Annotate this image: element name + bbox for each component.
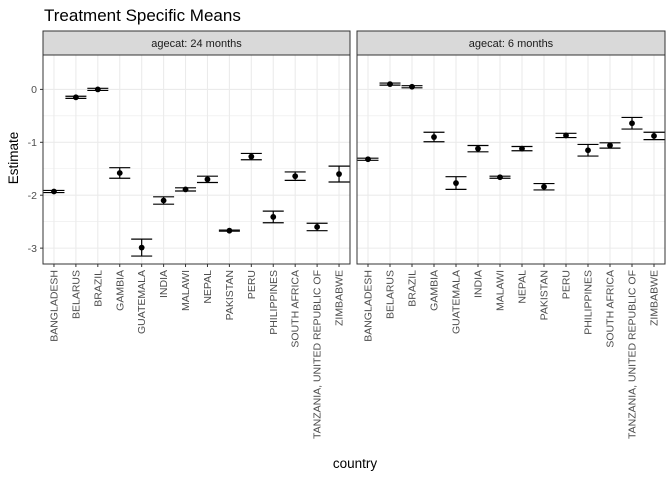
x-tick-label: INDIA <box>473 270 485 298</box>
data-point <box>519 145 525 152</box>
data-point <box>51 188 57 195</box>
facet-panels: agecat: 24 months BANGLADESH BELARUS BRAZIL… <box>42 30 666 439</box>
x-tick-label: BANGLADESH <box>48 270 60 342</box>
data-point <box>409 83 415 90</box>
data-point <box>585 147 591 154</box>
x-tick-label: GUATEMALA <box>136 270 148 334</box>
x-tick-label: PERU <box>561 270 573 299</box>
panel-background <box>43 55 350 264</box>
x-tick-label: BRAZIL <box>407 270 419 307</box>
x-tick-label: NEPAL <box>202 270 214 304</box>
x-tick-label: TANZANIA, UNITED REPUBLIC OF <box>627 270 639 439</box>
y-axis: 0 -1 -2 -3 <box>28 84 43 255</box>
x-tick-label: MALAWI <box>180 270 192 311</box>
x-tick-label: NEPAL <box>517 270 529 304</box>
data-point <box>138 244 145 251</box>
data-point <box>226 227 233 234</box>
data-point <box>541 183 547 190</box>
facet-panel-1: agecat: 24 months BANGLADESH BELARUS BRAZIL… <box>42 30 351 439</box>
x-axis-title: country <box>333 456 378 471</box>
data-point <box>497 174 503 181</box>
y-axis-title: Estimate <box>6 132 21 185</box>
x-tick-label: GAMBIA <box>429 270 441 311</box>
x-tick-label: BRAZIL <box>92 270 104 307</box>
x-tick-label: ZIMBABWE <box>334 270 346 326</box>
facet-strip-label: agecat: 6 months <box>469 38 554 50</box>
panel-border <box>356 54 666 265</box>
x-tick-label: MALAWI <box>495 270 507 311</box>
data-point <box>475 145 481 152</box>
data-point <box>270 214 277 220</box>
x-tick-label: SOUTH AFRICA <box>605 270 617 348</box>
data-point <box>72 94 79 101</box>
facet-strip <box>356 30 666 56</box>
y-tick-label: 0 <box>31 84 37 96</box>
x-tick-label: BELARUS <box>70 270 82 319</box>
y-tick-label: -3 <box>28 243 37 255</box>
data-point <box>160 197 167 204</box>
x-tick-label: SOUTH AFRICA <box>290 270 302 348</box>
x-tick-label: BELARUS <box>385 270 397 319</box>
x-tick-label: GUATEMALA <box>451 270 463 334</box>
data-point <box>387 81 393 88</box>
x-tick-label: TANZANIA, UNITED REPUBLIC OF <box>312 270 324 439</box>
data-point <box>248 153 255 160</box>
chart-title: Treatment Specific Means <box>44 6 241 25</box>
y-tick-label: -1 <box>28 137 37 149</box>
data-point <box>453 180 459 186</box>
x-tick-label: PAKISTAN <box>539 270 551 320</box>
y-tick-label: -2 <box>28 190 37 202</box>
facet-panel-2: agecat: 6 months BANGLADESH BELARUS BRAZIL G… <box>356 30 666 439</box>
data-point <box>116 170 123 176</box>
x-tick-label: ZIMBABWE <box>649 270 661 326</box>
data-point <box>314 224 321 230</box>
data-point <box>651 133 657 139</box>
panel-border <box>42 54 351 265</box>
data-point <box>431 134 437 140</box>
data-point <box>182 186 189 193</box>
data-point <box>292 173 299 180</box>
data-point <box>94 86 101 93</box>
data-point <box>607 142 613 149</box>
x-tick-label: GAMBIA <box>114 270 126 311</box>
x-tick-label: BANGLADESH <box>363 270 375 342</box>
facet-strip-label: agecat: 24 months <box>151 38 242 50</box>
facet-strip <box>42 30 351 56</box>
data-point <box>563 132 569 139</box>
x-tick-label: PHILIPPINES <box>583 270 595 335</box>
x-tick-label: INDIA <box>158 270 170 298</box>
data-point <box>365 156 371 163</box>
data-point <box>336 171 342 177</box>
x-tick-label: PERU <box>246 270 258 299</box>
data-point <box>629 120 635 127</box>
data-point <box>204 176 211 183</box>
x-tick-label: PHILIPPINES <box>268 270 280 335</box>
x-tick-label: PAKISTAN <box>224 270 236 320</box>
panel-background <box>357 55 665 264</box>
